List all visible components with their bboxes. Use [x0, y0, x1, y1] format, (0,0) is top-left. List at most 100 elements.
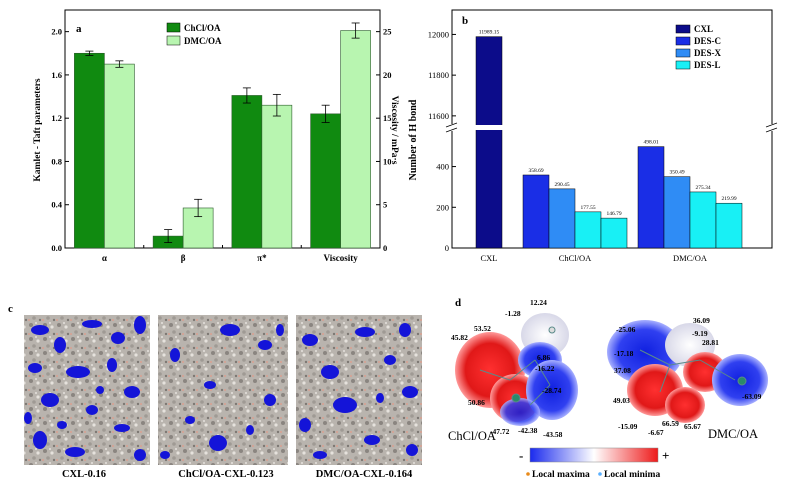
- bar-break-gap: [475, 125, 503, 130]
- panel-a-label: a: [76, 23, 82, 35]
- y-tick-label: 0: [445, 243, 449, 253]
- esp-value: 50.86: [468, 398, 485, 407]
- legend-swatch-dmc-oa: [166, 35, 181, 46]
- panel-c-label: c: [8, 303, 13, 315]
- y-tick-label: 0.4: [51, 200, 62, 210]
- y2-tick-label: 20: [383, 70, 392, 80]
- esp-value: 65.67: [684, 422, 701, 431]
- panel-a-right-axis: 0 5 10 15 20 25: [376, 27, 392, 253]
- panel-d-esp-maps: d: [448, 297, 768, 480]
- y-tick-label: 400: [436, 162, 449, 172]
- bar-des-l2-1: [600, 217, 628, 249]
- caption-chcl-oa-cxl: ChCl/OA-CXL-0.123: [178, 469, 273, 480]
- bar-chcl-oa-0: [74, 52, 105, 249]
- y2-tick-label: 25: [383, 27, 392, 37]
- y2-tick-label: 15: [383, 113, 392, 123]
- x-tick-label: π*: [257, 253, 267, 263]
- esp-value: 66.59: [662, 419, 679, 428]
- legend-label-cxl: CXL: [694, 24, 713, 34]
- panel-a-bars: [74, 22, 371, 249]
- bar-value-label: 146.79: [606, 211, 621, 217]
- esp-extrema-legend: Local maxima Local minima: [526, 470, 660, 480]
- panel-b-bars: 11989.15 358.69 290.45 177.55 146.79 498.01 35…: [475, 30, 743, 249]
- esp-value: -43.58: [543, 430, 563, 439]
- panel-b-y-axis: 11600 11800 12000 0 200 400: [428, 29, 456, 253]
- esp-value: -9.19: [692, 329, 708, 338]
- molecule-label-chcl-oa: ChCl/OA: [448, 429, 496, 443]
- legend-swatch-des-l: [675, 60, 691, 70]
- bar-value-label: 11989.15: [479, 30, 500, 36]
- esp-value: 28.81: [702, 338, 719, 347]
- legend-label-des-c: DES-C: [694, 36, 721, 46]
- x-tick-label: α: [102, 253, 107, 263]
- esp-surface-chcl-oa: [455, 313, 578, 426]
- esp-value: -15.09: [618, 422, 638, 431]
- esp-value: 53.52: [474, 324, 491, 333]
- y-tick-label: 11800: [428, 70, 449, 80]
- y-tick-label: 1.2: [51, 113, 62, 123]
- y2-tick-label: 5: [383, 200, 387, 210]
- legend-label-chcl-oa: ChCl/OA: [184, 23, 221, 33]
- caption-cxl: CXL-0.16: [62, 469, 106, 480]
- bar-chcl-oa-2: [231, 95, 263, 249]
- esp-value-labels: -1.28 12.24 53.52 45.82 6.86 -16.22 -28.74 50.8…: [451, 298, 762, 439]
- bar-value-label: 219.99: [721, 196, 736, 202]
- esp-value: 37.08: [614, 366, 631, 375]
- bar-dmc-oa-2: [261, 104, 293, 249]
- esp-value: -17.18: [614, 349, 634, 358]
- panel-b-chart: b 11600 11800 12000 0 200 400 11989.15 358.69 2…: [408, 9, 778, 263]
- esp-color-scale: - +: [519, 447, 669, 463]
- bar-des-l-2: [689, 191, 717, 249]
- local-minima-icon: [598, 472, 602, 476]
- panel-a-legend: ChCl/OA DMC/OA: [166, 22, 222, 46]
- y-tick-label: 200: [436, 202, 449, 212]
- panel-b-legend: CXL DES-C DES-X DES-L: [675, 24, 722, 70]
- x-tick-label: DMC/OA: [673, 253, 708, 263]
- bar-value-label: 358.69: [528, 168, 543, 174]
- panel-a-y-axis-label: Kamlet - Taft parameters: [33, 78, 43, 181]
- x-tick-label: β: [181, 253, 186, 263]
- bar-des-c-2: [637, 146, 665, 249]
- bar-cxl: [475, 36, 503, 249]
- pore-image-cxl: [24, 315, 150, 465]
- esp-value: -28.74: [542, 386, 562, 395]
- esp-value: 45.82: [451, 333, 468, 342]
- legend-swatch-des-x: [675, 48, 691, 58]
- panel-a-y2-axis-label: Viscosity / mPa·s: [389, 96, 399, 165]
- x-tick-label: ChCl/OA: [559, 253, 592, 263]
- y-tick-label: 2.0: [51, 27, 62, 37]
- esp-value: 36.09: [693, 316, 710, 325]
- error-bar: [194, 198, 203, 218]
- esp-value: -6.67: [648, 428, 664, 437]
- error-bar: [164, 229, 173, 243]
- panel-b-y-axis-label: Number of H bond: [408, 99, 419, 180]
- local-maxima-icon: [526, 472, 530, 476]
- panel-d-label: d: [455, 297, 461, 309]
- error-bar: [351, 22, 360, 39]
- panel-b-x-axis: CXL ChCl/OA DMC/OA: [481, 253, 708, 263]
- scale-plus-label: +: [662, 448, 669, 463]
- legend-label-des-l: DES-L: [694, 60, 721, 70]
- bar-value-label: 275.34: [695, 185, 710, 191]
- panel-a-chart: a 0.0 0.4 0.8 1.2 1.6 2.0 0 5 10 15 20 25 α β π* Visc…: [33, 9, 399, 263]
- legend-swatch-des-c: [675, 36, 691, 46]
- y-tick-label: 0.8: [51, 156, 62, 166]
- esp-surface-dmc-oa: [607, 320, 768, 423]
- bar-des-x-1: [548, 188, 576, 249]
- x-tick-label: CXL: [481, 253, 498, 263]
- legend-label-des-x: DES-X: [694, 48, 722, 58]
- caption-dmc-oa-cxl: DMC/OA-CXL-0.164: [316, 469, 413, 480]
- axis-break-marker: [445, 122, 778, 133]
- esp-value: -25.06: [616, 325, 636, 334]
- bar-dmc-oa-3: [340, 30, 371, 249]
- esp-value: 12.24: [530, 298, 547, 307]
- y-tick-label: 11600: [428, 111, 449, 121]
- error-bar: [242, 87, 251, 104]
- esp-value: -47.72: [490, 427, 510, 436]
- legend-swatch-chcl-oa: [166, 22, 181, 33]
- error-bar: [85, 50, 94, 56]
- esp-value: -42.38: [518, 426, 538, 435]
- panel-b-label: b: [462, 15, 468, 27]
- legend-swatch-cxl: [675, 24, 691, 34]
